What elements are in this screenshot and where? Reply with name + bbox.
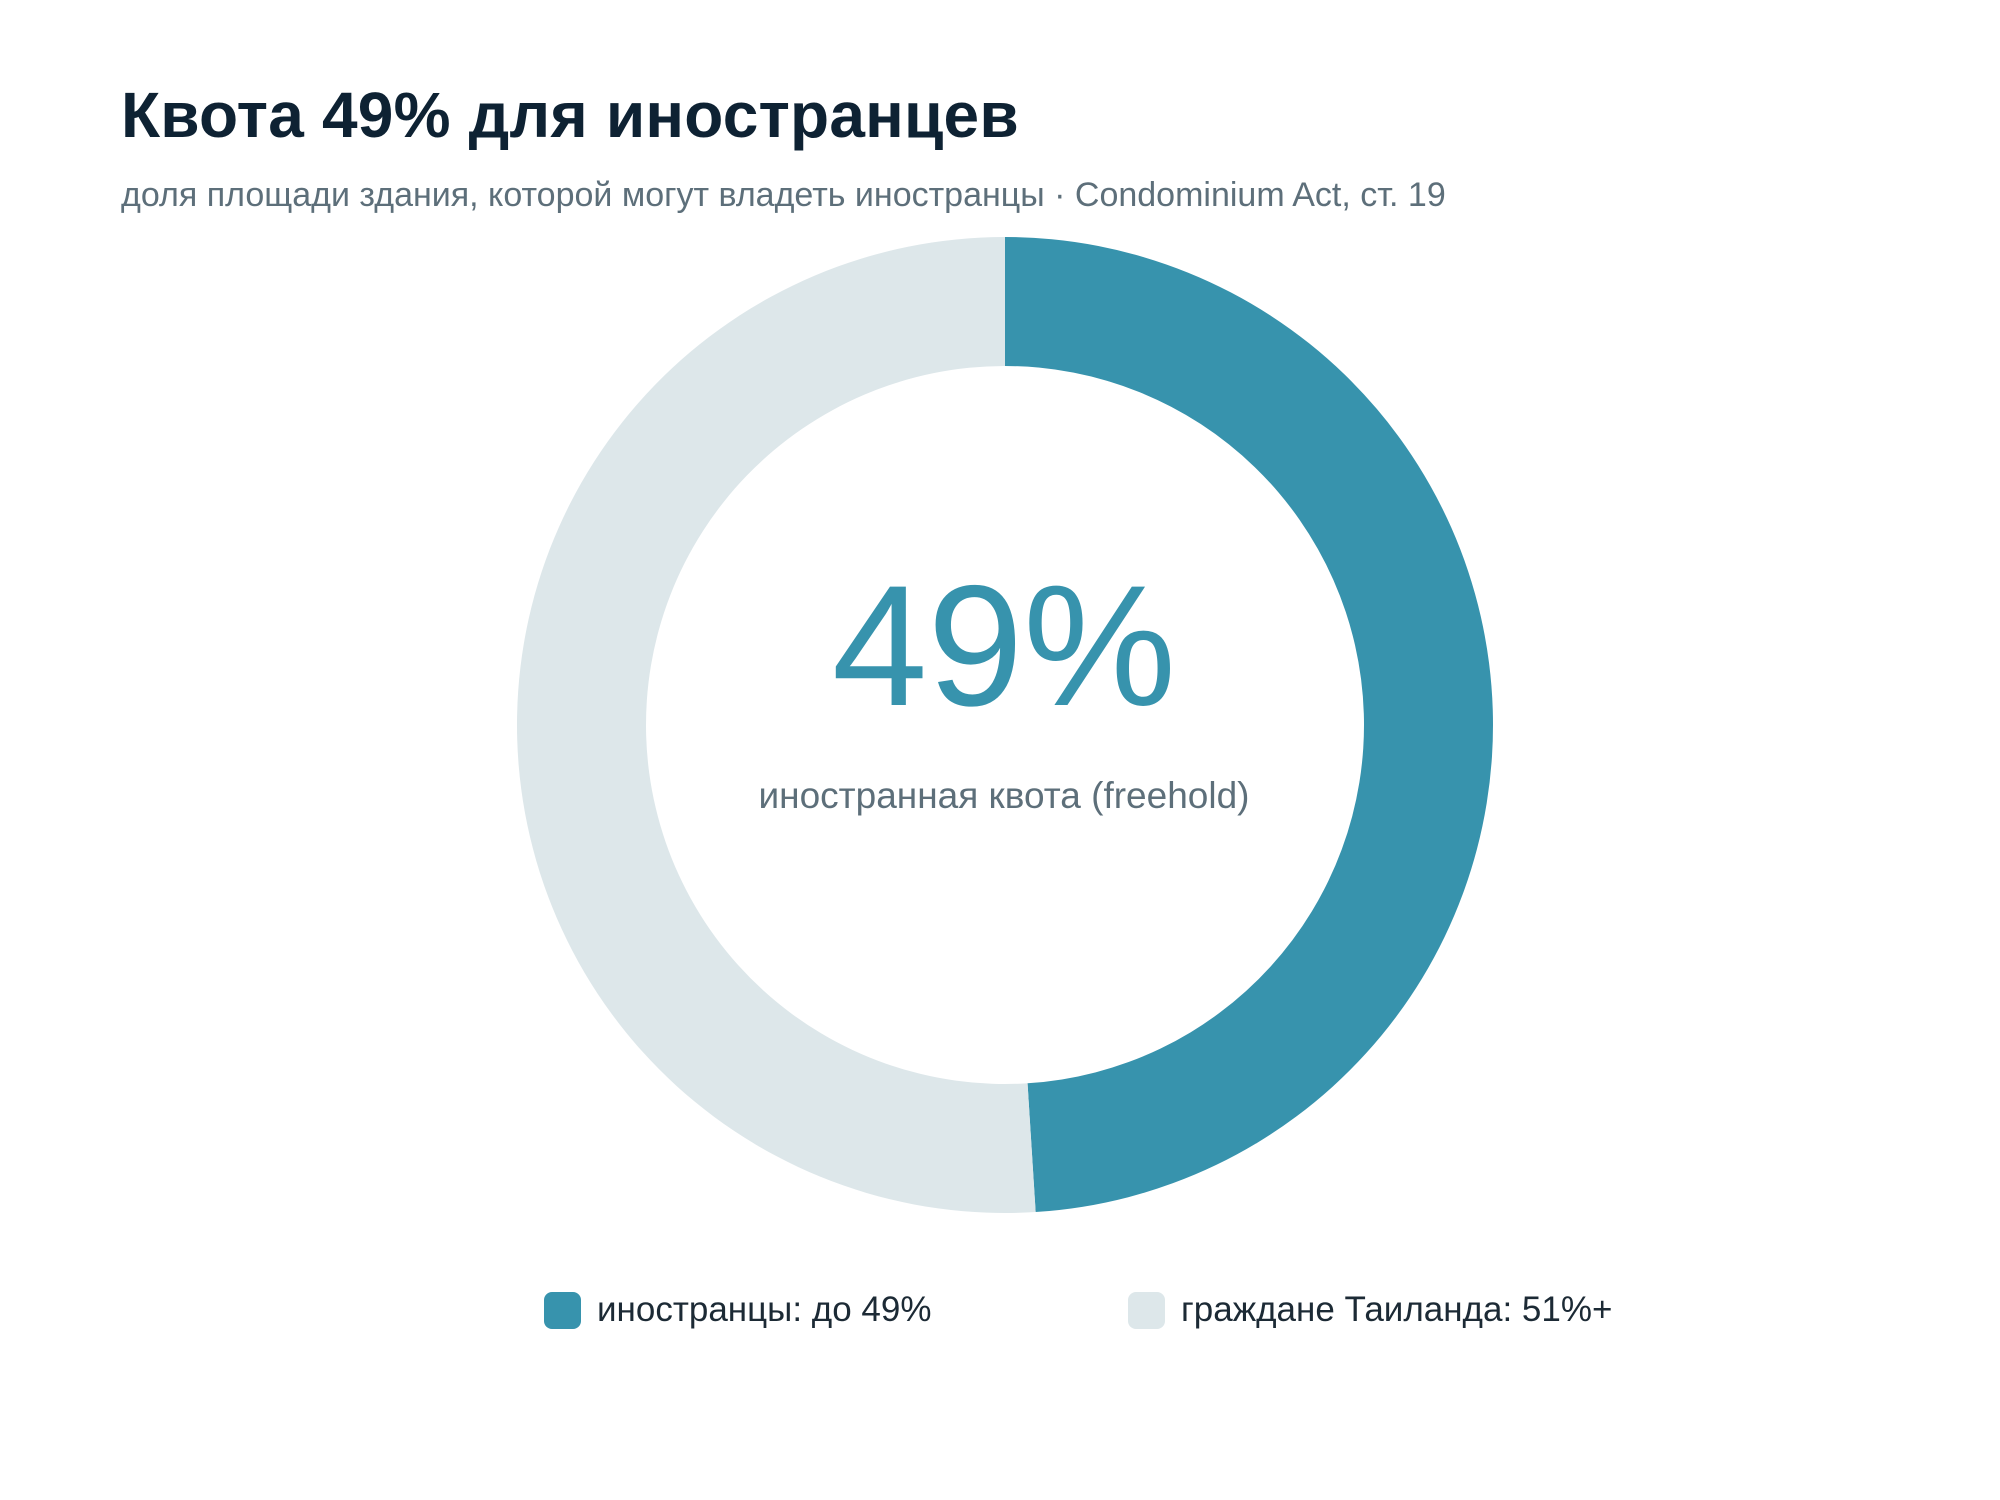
legend-item-foreigners: иностранцы: до 49% [544,1285,931,1335]
chart-subtitle: доля площади здания, которой могут владе… [121,176,1446,214]
slice-foreigners [1005,237,1493,1213]
legend-label-thai-citizens: граждане Таиланда: 51%+ [1181,1290,1613,1329]
legend-swatch-foreigners [544,1291,581,1329]
center-value: 49% [831,550,1177,742]
center-label: иностранная квота (freehold) [758,775,1250,816]
chart-title: Квота 49% для иностранцев [121,79,1019,151]
legend-label-foreigners: иностранцы: до 49% [597,1290,932,1329]
legend-item-thai-citizens: граждане Таиланда: 51%+ [1128,1285,1612,1335]
slice-thai-citizens [516,237,1036,1214]
donut-slices [516,237,1493,1214]
legend-swatch-thai-citizens [1128,1291,1165,1329]
